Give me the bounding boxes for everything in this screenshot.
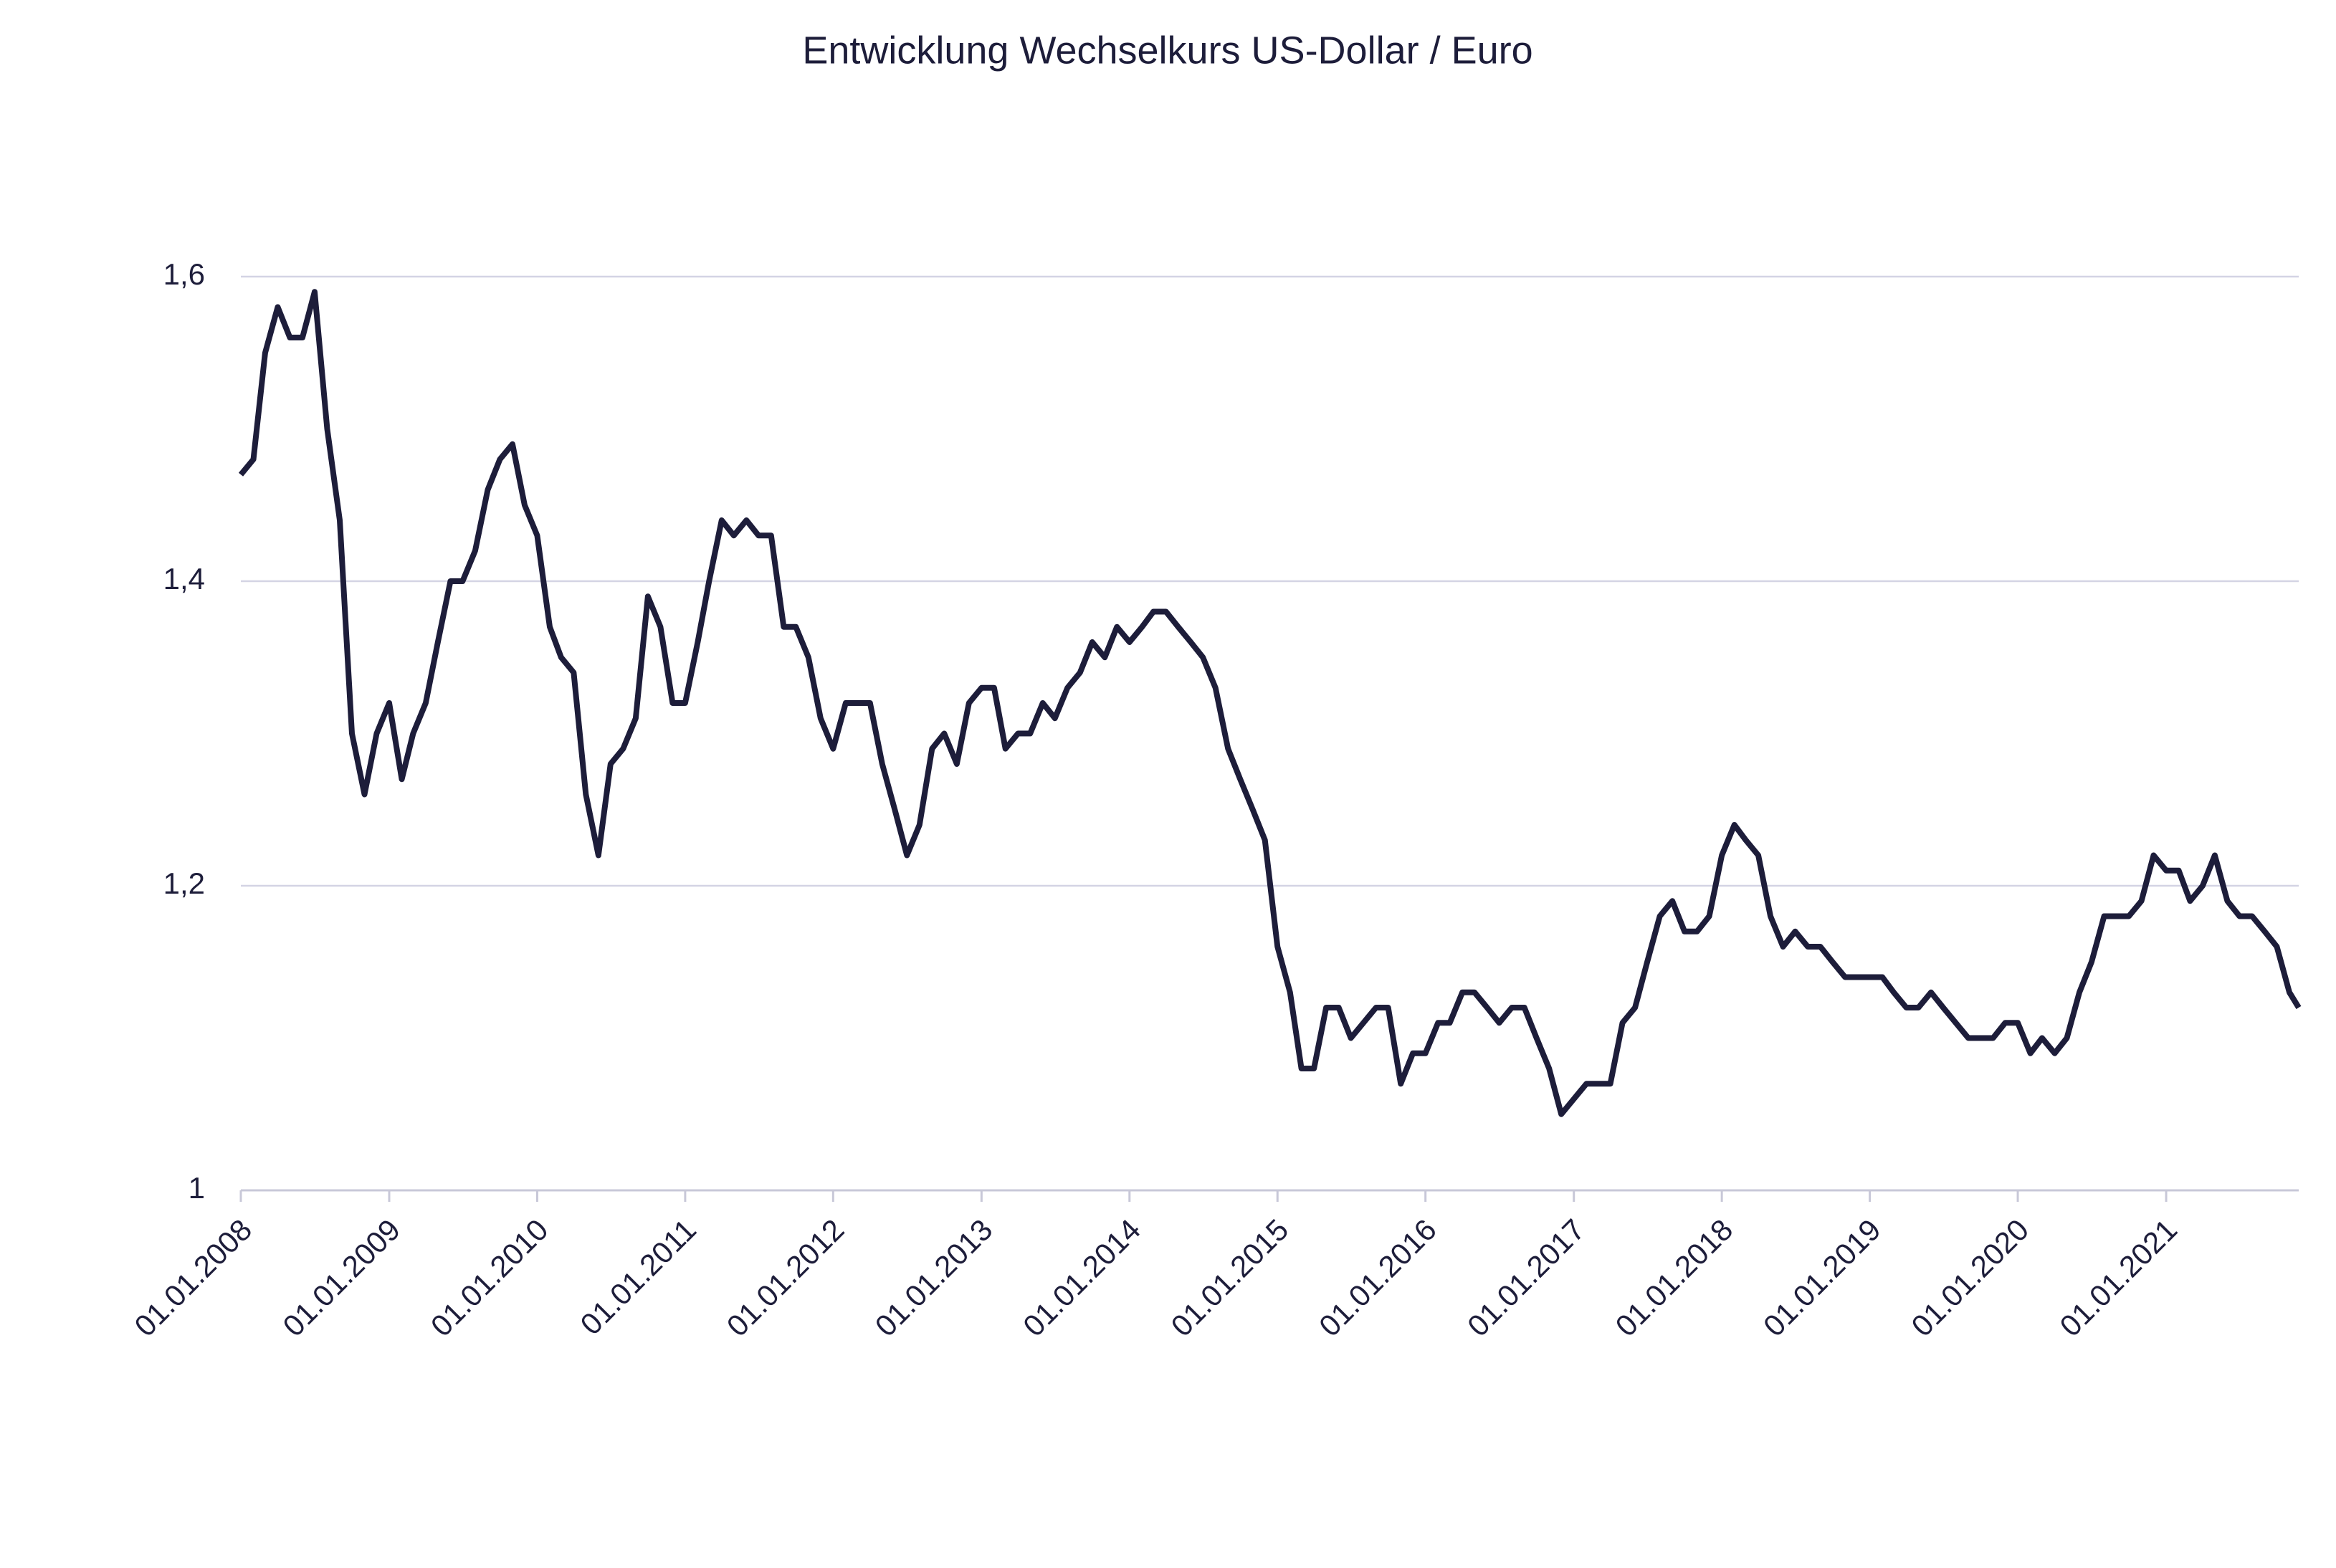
- x-tick-label: 01.01.2009: [276, 1213, 406, 1343]
- x-tick-label: 01.01.2014: [1016, 1213, 1147, 1343]
- x-tick-label: 01.01.2016: [1312, 1213, 1443, 1343]
- x-tick-label: 01.01.2019: [1757, 1213, 1887, 1343]
- x-tick-label: 01.01.2021: [2053, 1213, 2183, 1343]
- y-tick-label: 1,2: [163, 866, 205, 900]
- x-tick-label: 01.01.2011: [573, 1213, 702, 1342]
- x-tick-label: 01.01.2012: [720, 1213, 851, 1343]
- chart-title: Entwicklung Wechselkurs US-Dollar / Euro: [802, 29, 1532, 72]
- x-tick-label: 01.01.2015: [1165, 1213, 1295, 1343]
- y-tick-label: 1,6: [163, 257, 205, 291]
- y-tick-label: 1: [189, 1171, 205, 1205]
- line-series: [238, 289, 2302, 1117]
- x-tick-label: 01.01.2018: [1608, 1213, 1739, 1343]
- x-tick-label: 01.01.2020: [1904, 1213, 2035, 1343]
- x-tick-label: 01.01.2013: [869, 1213, 999, 1343]
- x-tick-label: 01.01.2017: [1461, 1213, 1591, 1343]
- x-tick-label: 01.01.2010: [424, 1213, 555, 1343]
- y-tick-label: 1,4: [163, 562, 205, 596]
- x-tick-label: 01.01.2008: [128, 1213, 258, 1343]
